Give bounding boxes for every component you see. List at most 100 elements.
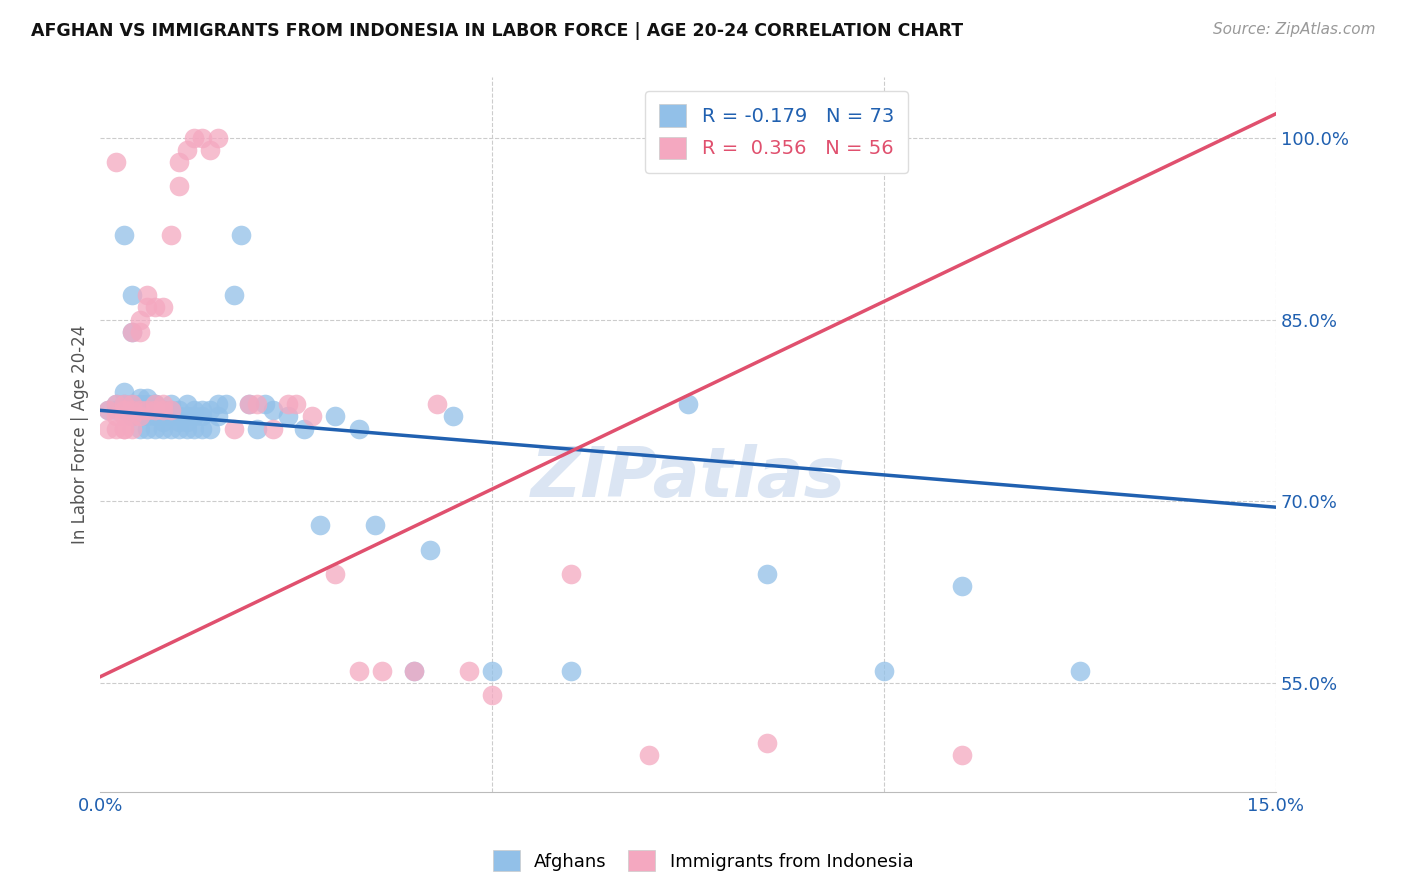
Point xyxy=(183,421,205,435)
Point xyxy=(152,421,174,435)
Point xyxy=(97,403,120,417)
Point xyxy=(112,403,135,417)
Point xyxy=(308,518,330,533)
Point xyxy=(183,403,205,417)
Point xyxy=(457,664,479,678)
Point xyxy=(152,403,174,417)
Point xyxy=(128,397,150,411)
Point xyxy=(426,397,449,411)
Point xyxy=(262,403,284,417)
Point xyxy=(167,421,190,435)
Point xyxy=(121,325,143,339)
Text: ZIPatlas: ZIPatlas xyxy=(530,444,845,511)
Point xyxy=(167,179,190,194)
Point xyxy=(112,227,135,242)
Point xyxy=(136,391,159,405)
Point xyxy=(238,397,260,411)
Point xyxy=(167,416,190,430)
Point xyxy=(952,579,974,593)
Point xyxy=(136,288,159,302)
Point xyxy=(176,143,198,157)
Point xyxy=(128,409,150,424)
Point xyxy=(277,409,299,424)
Point xyxy=(560,664,582,678)
Point xyxy=(301,409,323,424)
Point xyxy=(238,397,260,411)
Point xyxy=(143,397,166,411)
Point xyxy=(755,566,778,581)
Point xyxy=(143,421,166,435)
Point xyxy=(121,409,143,424)
Point xyxy=(183,409,205,424)
Point xyxy=(676,397,699,411)
Point xyxy=(560,566,582,581)
Point xyxy=(363,518,385,533)
Point xyxy=(143,397,166,411)
Point xyxy=(198,403,221,417)
Point xyxy=(136,421,159,435)
Point xyxy=(143,397,166,411)
Point xyxy=(441,409,464,424)
Point xyxy=(176,421,198,435)
Point xyxy=(160,409,183,424)
Point xyxy=(152,301,174,315)
Point xyxy=(215,397,238,411)
Point xyxy=(112,397,135,411)
Point xyxy=(121,288,143,302)
Point xyxy=(143,301,166,315)
Point xyxy=(198,143,221,157)
Point xyxy=(160,421,183,435)
Point xyxy=(481,688,503,702)
Point xyxy=(277,397,299,411)
Point xyxy=(121,421,143,435)
Point xyxy=(160,397,183,411)
Point xyxy=(418,542,440,557)
Point xyxy=(112,385,135,400)
Point xyxy=(136,403,159,417)
Point xyxy=(191,409,214,424)
Point xyxy=(167,155,190,169)
Point xyxy=(231,227,253,242)
Text: Source: ZipAtlas.com: Source: ZipAtlas.com xyxy=(1212,22,1375,37)
Point xyxy=(207,131,229,145)
Point xyxy=(292,421,315,435)
Point xyxy=(105,397,128,411)
Point xyxy=(222,421,245,435)
Point xyxy=(112,421,135,435)
Point xyxy=(371,664,394,678)
Point xyxy=(325,409,347,424)
Point xyxy=(246,397,269,411)
Point xyxy=(152,403,174,417)
Point xyxy=(112,409,135,424)
Point xyxy=(143,409,166,424)
Point xyxy=(128,325,150,339)
Point xyxy=(402,664,425,678)
Point xyxy=(191,421,214,435)
Legend: Afghans, Immigrants from Indonesia: Afghans, Immigrants from Indonesia xyxy=(485,843,921,879)
Point xyxy=(285,397,308,411)
Point xyxy=(191,131,214,145)
Point xyxy=(176,397,198,411)
Point xyxy=(207,397,229,411)
Point xyxy=(143,403,166,417)
Y-axis label: In Labor Force | Age 20-24: In Labor Force | Age 20-24 xyxy=(72,325,89,544)
Point xyxy=(121,397,143,411)
Point xyxy=(325,566,347,581)
Point xyxy=(160,227,183,242)
Point xyxy=(152,416,174,430)
Point xyxy=(128,403,150,417)
Point xyxy=(136,397,159,411)
Point xyxy=(160,403,183,417)
Point xyxy=(128,421,150,435)
Point xyxy=(347,421,370,435)
Point xyxy=(191,403,214,417)
Point xyxy=(176,416,198,430)
Point xyxy=(105,421,128,435)
Point xyxy=(198,421,221,435)
Point xyxy=(207,409,229,424)
Point xyxy=(105,409,128,424)
Point xyxy=(136,301,159,315)
Point xyxy=(105,155,128,169)
Point xyxy=(121,403,143,417)
Point xyxy=(1069,664,1091,678)
